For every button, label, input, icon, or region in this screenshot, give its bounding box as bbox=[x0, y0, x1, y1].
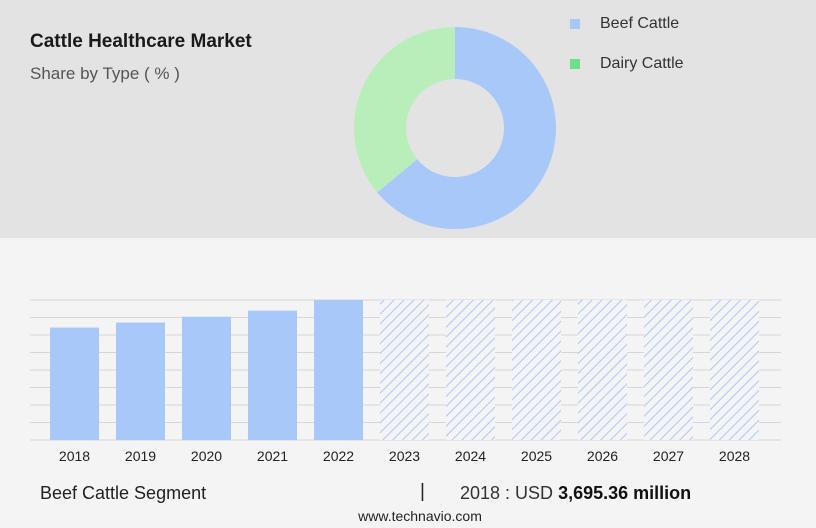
legend-item-dairy-cattle[interactable]: Dairy Cattle bbox=[570, 54, 684, 74]
bar-2023[interactable] bbox=[380, 300, 429, 440]
legend-swatch-dairy bbox=[570, 59, 580, 69]
x-tick-2019: 2019 bbox=[125, 448, 156, 464]
bar-chart: 2018 2019 2020 2021 2022 2023 2024 2025 2026 2027… bbox=[30, 299, 781, 464]
legend-label-beef: Beef Cattle bbox=[600, 15, 680, 32]
site-url[interactable]: www.technavio.com bbox=[358, 508, 482, 524]
x-tick-2025: 2025 bbox=[521, 448, 552, 464]
x-tick-2021: 2021 bbox=[257, 448, 288, 464]
x-tick-2022: 2022 bbox=[323, 448, 354, 464]
bar-2026[interactable] bbox=[578, 300, 627, 440]
legend-label-dairy: Dairy Cattle bbox=[600, 55, 684, 72]
legend-item-beef-cattle[interactable]: Beef Cattle bbox=[570, 14, 684, 34]
footer-amount: 3,695.36 million bbox=[558, 483, 692, 503]
x-tick-2020: 2020 bbox=[191, 448, 222, 464]
bar-2028[interactable] bbox=[710, 300, 759, 440]
bar-2019[interactable] bbox=[116, 322, 165, 440]
donut-chart bbox=[353, 27, 556, 230]
footer-value: 2018 : USD 3,695.36 million bbox=[460, 483, 691, 504]
legend-swatch-beef bbox=[570, 19, 580, 29]
x-tick-2028: 2028 bbox=[719, 448, 750, 464]
chart-title: Cattle Healthcare Market bbox=[30, 31, 252, 52]
chart-subtitle: Share by Type ( % ) bbox=[30, 64, 180, 83]
bar-2025[interactable] bbox=[512, 300, 561, 440]
footer-year: 2018 : USD bbox=[460, 483, 554, 503]
bar-2018[interactable] bbox=[50, 327, 99, 440]
segment-label: Beef Cattle Segment bbox=[40, 483, 207, 503]
x-tick-2024: 2024 bbox=[455, 448, 486, 464]
bar-2021[interactable] bbox=[248, 310, 297, 440]
legend: Beef Cattle Dairy Cattle bbox=[570, 14, 684, 94]
bar-2022[interactable] bbox=[314, 300, 363, 440]
footer-separator: | bbox=[420, 481, 425, 502]
donut-slice-beef-cattle[interactable] bbox=[377, 27, 556, 230]
bar-2020[interactable] bbox=[182, 316, 231, 440]
donut-slice-dairy-cattle[interactable] bbox=[353, 27, 455, 193]
bar-2027[interactable] bbox=[644, 300, 693, 440]
x-tick-2027: 2027 bbox=[653, 448, 684, 464]
x-tick-2018: 2018 bbox=[59, 448, 90, 464]
bar-2024[interactable] bbox=[446, 300, 495, 440]
x-tick-2023: 2023 bbox=[389, 448, 420, 464]
x-tick-2026: 2026 bbox=[587, 448, 618, 464]
